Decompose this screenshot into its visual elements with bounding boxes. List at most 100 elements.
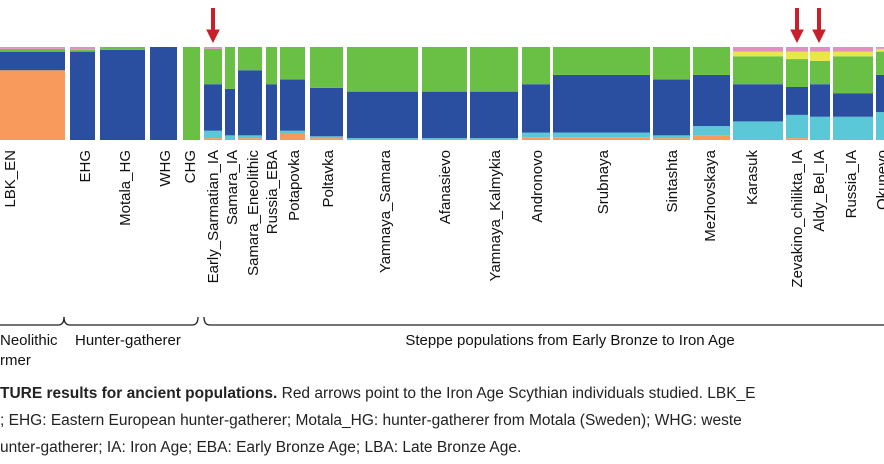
ancestry-segment <box>422 138 467 140</box>
ancestry-segment <box>810 60 830 85</box>
ancestry-segment <box>347 47 418 92</box>
ancestry-segment <box>204 47 222 49</box>
ancestry-segment <box>553 47 650 75</box>
population-label: Mezhovskaya <box>702 149 719 241</box>
ancestry-segment <box>786 47 808 52</box>
group-label: Hunter-gatherer <box>75 332 181 349</box>
ancestry-segment <box>693 74 730 127</box>
population-label: Andronovo <box>529 150 546 223</box>
ancestry-segment <box>733 47 783 52</box>
ancestry-segment <box>266 84 277 140</box>
ancestry-segment <box>70 49 95 52</box>
ancestry-segment <box>733 84 783 122</box>
ancestry-segment <box>810 51 830 61</box>
population-label: Yamnaya_Kalmykia <box>487 149 504 281</box>
ancestry-segment <box>653 138 690 140</box>
ancestry-segment <box>810 84 830 117</box>
ancestry-segment <box>310 87 343 137</box>
ancestry-segment <box>833 47 873 52</box>
population-label: Early_Sarmatian_IA <box>205 150 222 283</box>
population-label: Srubnaya <box>595 149 612 214</box>
ancestry-segment <box>280 79 305 131</box>
ancestry-segment <box>422 91 467 139</box>
ancestry-segment <box>653 79 690 136</box>
ancestry-segment <box>0 70 65 140</box>
ancestry-segment <box>0 47 65 49</box>
ancestry-segment <box>225 47 235 89</box>
group-label: Neolithic <box>0 332 58 349</box>
ancestry-segment <box>733 56 783 85</box>
ancestry-segment <box>0 48 65 52</box>
ancestry-segment <box>70 51 95 140</box>
population-label: Samara_IA <box>224 150 241 225</box>
population-label: Sintashta <box>664 149 681 212</box>
ancestry-segment <box>347 138 418 140</box>
ancestry-segment <box>876 51 884 75</box>
ancestry-segment <box>225 88 235 136</box>
ancestry-segment <box>310 136 343 139</box>
ancestry-segment <box>833 56 873 94</box>
ancestry-segment <box>0 51 65 71</box>
ancestry-segment <box>225 135 235 140</box>
group-label: Steppe populations from Early Bronze to … <box>405 332 734 349</box>
ancestry-segment <box>280 47 305 80</box>
ancestry-segment <box>876 74 884 113</box>
ancestry-segment <box>653 135 690 139</box>
ancestry-segment <box>876 112 884 140</box>
ancestry-segment <box>310 47 343 88</box>
ancestry-segment <box>347 91 418 139</box>
ancestry-segment <box>786 86 808 115</box>
ancestry-segment <box>522 47 550 85</box>
population-label: Poltavka <box>320 149 337 207</box>
ancestry-segment <box>833 51 873 57</box>
ancestry-segment <box>310 138 343 140</box>
ancestry-segment <box>470 138 518 140</box>
population-label: EHG <box>77 150 94 183</box>
caption-text: Red arrows point to the Iron Age Scythia… <box>277 385 755 402</box>
ancestry-segment <box>204 130 222 139</box>
population-label: Russia_IA <box>843 150 860 218</box>
population-label: Okunevo <box>874 150 884 210</box>
population-label: Karasuk <box>744 150 761 206</box>
ancestry-segment <box>238 135 262 139</box>
ancestry-segment <box>422 47 467 92</box>
population-label: Afanasievo <box>437 150 454 224</box>
ancestry-segment <box>553 132 650 138</box>
ancestry-segment <box>693 135 730 140</box>
ancestry-segment <box>238 70 262 136</box>
population-label: WHG <box>157 150 174 187</box>
ancestry-segment <box>810 116 830 140</box>
ancestry-segment <box>786 138 808 140</box>
ancestry-segment <box>204 138 222 140</box>
ancestry-segment <box>786 51 808 60</box>
population-labels: LBK_EN EHG Motala_HG WHG CHG Early_Sarmatian_… <box>2 149 884 287</box>
ancestry-segment <box>470 47 518 92</box>
ancestry-segment <box>693 126 730 136</box>
ancestry-segment <box>280 133 305 140</box>
ancestry-segment <box>786 114 808 139</box>
ancestry-segment <box>553 74 650 133</box>
ancestry-segment <box>204 84 222 131</box>
ancestry-segment <box>522 84 550 133</box>
ancestry-segment <box>100 47 145 50</box>
ancestry-segment <box>150 47 177 140</box>
ancestry-segment <box>522 137 550 140</box>
ancestry-segment <box>70 47 95 50</box>
ancestry-segment <box>733 51 783 57</box>
ancestry-segment <box>833 116 873 140</box>
ancestry-segment <box>693 47 730 75</box>
caption-lead: TURE results for ancient populations. <box>0 385 277 402</box>
caption-line: unter-gatherer; IA: Iron Age; EBA: Early… <box>0 439 521 456</box>
population-label: Potapovka <box>286 149 303 221</box>
ancestry-segment <box>553 137 650 140</box>
ancestry-segment <box>100 49 145 140</box>
arrows <box>206 8 826 44</box>
population-label: Yamnaya_Samara <box>377 149 394 273</box>
ancestry-segment <box>522 132 550 138</box>
population-label: Samara_Eneolithic <box>245 150 262 276</box>
ancestry-segment <box>470 91 518 139</box>
brackets <box>0 316 884 326</box>
population-label: Aldy_Bel_IA <box>811 150 828 232</box>
ancestry-segment <box>833 93 873 117</box>
